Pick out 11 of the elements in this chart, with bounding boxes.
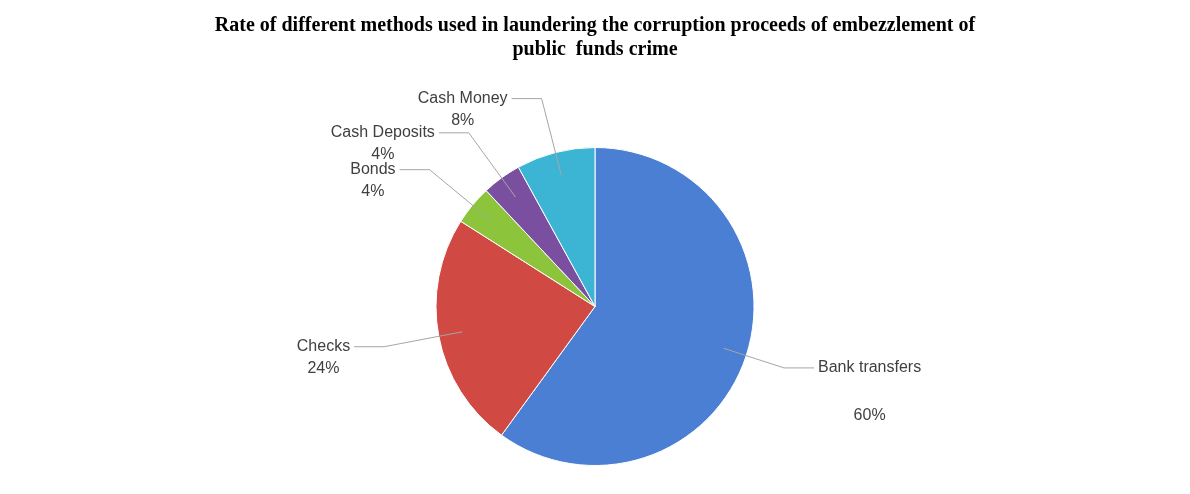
data-label: 8% — [451, 111, 475, 128]
slice-label: Cash Money — [417, 89, 508, 106]
data-label: 4% — [371, 145, 395, 163]
data-label: 60% — [853, 406, 886, 424]
data-label: 24% — [307, 359, 340, 377]
slice-label: Cash Deposits — [330, 123, 435, 141]
data-label: 4% — [361, 182, 385, 200]
slice-label: Bonds — [350, 160, 396, 178]
slice-label: Bank transfers — [818, 358, 922, 376]
chart-title: Rate of different methods used in laundering the corruption proceeds of embezzlement of public funds crime — [214, 13, 976, 61]
slice-label: Checks — [296, 337, 351, 355]
